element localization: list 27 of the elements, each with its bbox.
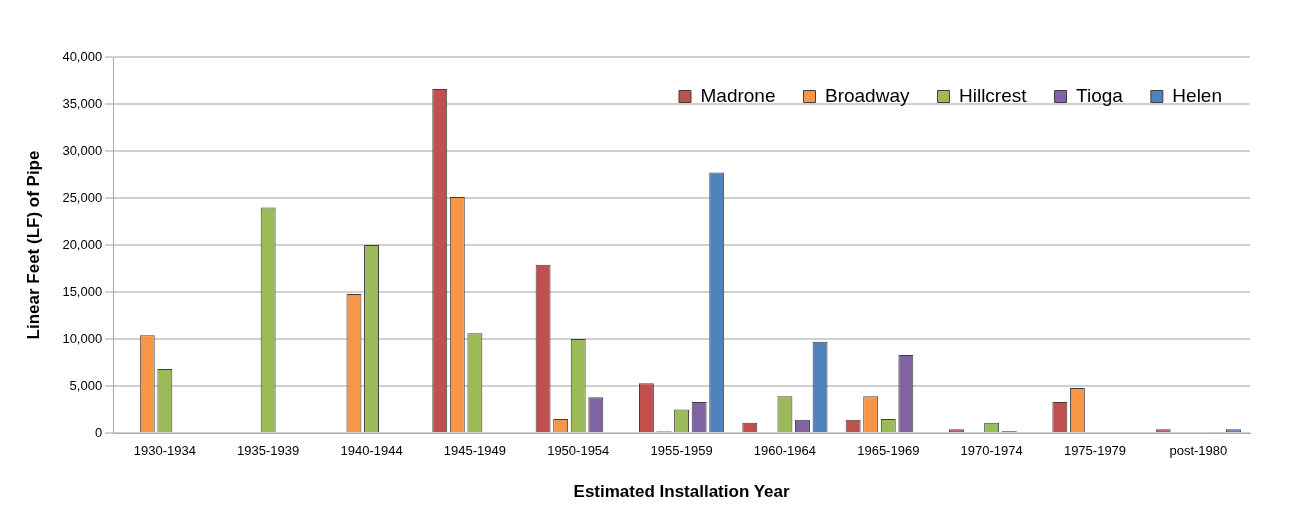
legend-label: Tioga [1076,84,1124,106]
y-tick-label: 5,000 [69,377,103,393]
x-tick-label: 1965-1969 [857,443,920,459]
x-tick-label: 1950-1954 [547,443,610,459]
x-tick-label: 1930-1934 [133,443,196,459]
y-tick-label: 0 [94,424,103,440]
x-tick-label: 1940-1944 [340,443,403,459]
y-tick-label: 20,000 [62,236,103,252]
y-tick-label: 30,000 [62,142,103,158]
legend-label: Broadway [824,84,910,106]
x-tick-label: 1960-1964 [753,443,817,459]
x-tick-label: 1970-1974 [960,443,1023,459]
x-tick-label: 1935-1939 [237,443,300,459]
legend-label: Helen [1172,84,1223,106]
x-tick-label: 1945-1949 [443,443,506,459]
y-tick-label: 10,000 [62,330,103,346]
y-axis-title: Linear Feet (LF) of Pipe [23,150,43,340]
x-tick-label: post-1980 [1169,443,1228,459]
y-tick-label: 15,000 [62,283,103,299]
legend-label: Hillcrest [958,84,1028,106]
x-axis-title: Estimated Installation Year [573,482,790,502]
x-tick-label: 1975-1979 [1063,443,1127,459]
y-tick-label: 40,000 [62,48,103,64]
y-tick-label: 25,000 [62,189,103,205]
legend-label: Madrone [700,84,776,106]
x-tick-label: 1955-1959 [650,443,713,459]
y-tick-label: 35,000 [62,95,103,111]
